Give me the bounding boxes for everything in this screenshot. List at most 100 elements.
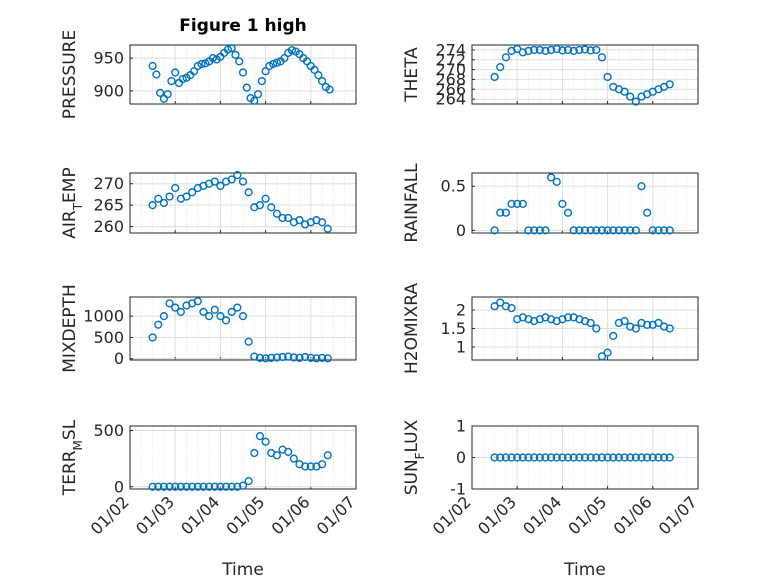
data-point	[580, 453, 590, 462]
x-tick-label: 01/07	[655, 492, 701, 538]
data-point	[609, 226, 618, 235]
data-point	[637, 453, 646, 462]
data-point	[250, 96, 259, 105]
y-tick-label: 268	[435, 70, 466, 89]
figure-title: Figure 1 high	[179, 16, 307, 36]
data-point	[654, 226, 663, 235]
data-point	[255, 353, 265, 362]
data-point	[323, 354, 332, 363]
data-point	[159, 312, 169, 321]
data-point	[227, 175, 236, 184]
y-axis-label: PRESSURE	[60, 30, 80, 119]
data-point	[280, 54, 289, 63]
data-point	[244, 188, 253, 197]
data-point	[312, 354, 321, 363]
data-point	[637, 182, 646, 191]
data-point	[631, 324, 640, 333]
y-tick-label: -1	[450, 480, 466, 499]
data-point	[643, 320, 652, 329]
data-point	[558, 453, 567, 462]
y-tick-label: 270	[435, 60, 466, 79]
y-axis-label: RAINFALL	[402, 163, 422, 243]
data-point	[518, 199, 527, 208]
data-point	[535, 45, 544, 55]
subplot-rainfall: 0 0.5 RAINFALL	[402, 163, 699, 243]
data-point	[501, 453, 511, 462]
x-tick-label: 01/02	[429, 492, 475, 538]
data-point	[159, 482, 169, 491]
data-point	[306, 462, 315, 471]
data-point	[205, 482, 214, 491]
y-tick-label: 0	[114, 477, 124, 496]
y-tick-label: 950	[93, 49, 124, 68]
data-point	[665, 226, 674, 235]
y-tick-label: 0.5	[441, 177, 466, 196]
data-point	[609, 331, 618, 341]
data-point	[197, 59, 206, 69]
data-point	[586, 226, 595, 235]
data-point	[272, 209, 282, 218]
data-point	[269, 59, 278, 69]
data-point	[261, 67, 270, 76]
data-point	[496, 63, 505, 72]
data-point	[189, 67, 199, 76]
data-point	[227, 482, 236, 491]
y-tick-label: 1000	[83, 307, 124, 326]
data-point	[575, 45, 584, 55]
data-point	[301, 352, 310, 362]
x-tick-label: 01/05	[222, 492, 268, 538]
y-tick-label: 260	[93, 217, 124, 236]
data-point	[665, 324, 674, 333]
data-point	[558, 46, 567, 55]
data-point	[507, 199, 516, 208]
data-point	[626, 92, 635, 101]
data-point	[199, 482, 208, 491]
y-tick-label: 500	[93, 421, 124, 440]
data-point	[231, 50, 240, 59]
data-point	[665, 453, 674, 462]
data-point	[563, 453, 573, 462]
data-point	[301, 462, 310, 471]
data-point	[284, 213, 293, 223]
data-point	[154, 320, 163, 329]
data-point	[586, 318, 595, 328]
data-point	[507, 304, 516, 313]
y-tick-label: 500	[93, 328, 124, 347]
y-axis-label: H2OMIXRA	[402, 283, 422, 374]
data-point	[154, 194, 163, 203]
data-point	[603, 348, 612, 357]
data-point	[496, 208, 505, 217]
axes-box	[471, 44, 699, 105]
data-point	[152, 70, 161, 79]
data-point	[592, 324, 601, 333]
data-point	[580, 226, 590, 235]
data-point	[592, 45, 601, 55]
data-point	[496, 453, 505, 462]
data-point	[490, 226, 499, 235]
data-point	[261, 437, 270, 446]
data-point	[620, 87, 629, 96]
data-point	[284, 352, 293, 361]
data-point	[193, 482, 202, 491]
data-point	[242, 83, 251, 92]
x-tick-label: 01/04	[519, 492, 565, 538]
x-tick-label: 01/06	[610, 492, 656, 538]
data-point	[546, 453, 556, 462]
data-point	[238, 68, 248, 77]
x-axis-label-right: Time	[563, 560, 606, 580]
y-axis-label: TERRMSL	[60, 419, 85, 496]
data-point	[287, 46, 297, 55]
data-point	[535, 226, 544, 235]
data-point	[278, 352, 287, 362]
data-point	[156, 88, 165, 97]
data-point	[250, 352, 259, 361]
data-point	[163, 90, 172, 99]
data-point	[199, 307, 208, 316]
x-tick-label: 01/06	[268, 492, 314, 538]
y-tick-label: 1	[456, 338, 466, 357]
data-point	[318, 353, 327, 362]
data-point	[238, 481, 248, 490]
data-point	[541, 226, 550, 235]
